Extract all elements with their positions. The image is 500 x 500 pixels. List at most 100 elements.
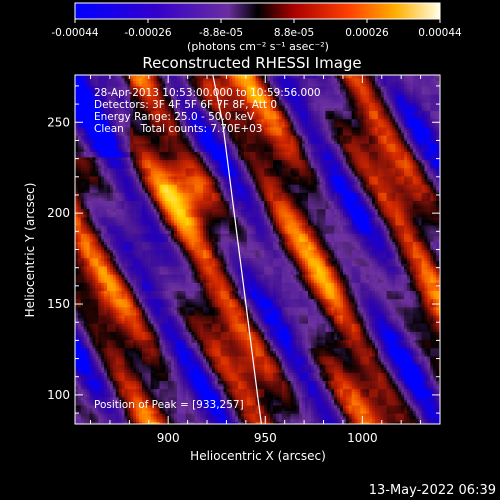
heatmap-cell	[92, 154, 96, 158]
heatmap-cell	[95, 274, 99, 278]
heatmap-cell	[109, 140, 114, 144]
heatmap-cell	[124, 214, 129, 218]
heatmap-cell	[101, 159, 105, 163]
heatmap-cell	[101, 265, 105, 270]
heatmap-cell	[89, 222, 94, 226]
heatmap-cell	[86, 407, 91, 411]
heatmap-cell	[115, 181, 120, 185]
heatmap-cell	[115, 274, 120, 278]
heatmap-cell	[112, 388, 117, 392]
heatmap-cell	[83, 361, 88, 365]
heatmap-cell	[83, 372, 88, 376]
heatmap-cell	[121, 254, 126, 259]
heatmap-cell	[121, 126, 126, 131]
heatmap-cell	[121, 110, 126, 114]
heatmap-cell	[101, 323, 105, 327]
heatmap-cell	[83, 164, 88, 169]
heatmap-cell	[112, 421, 117, 424]
heatmap-cell	[109, 214, 114, 218]
heatmap-cell	[109, 290, 114, 294]
heatmap-cell	[101, 91, 105, 95]
heatmap-cell	[115, 407, 120, 411]
heatmap-cell	[118, 364, 123, 368]
heatmap-cell	[95, 268, 99, 272]
heatmap-cell	[109, 219, 114, 223]
heatmap-cell	[121, 366, 126, 371]
heatmap-cell	[83, 344, 88, 349]
heatmap-cell	[109, 246, 114, 251]
heatmap-cell	[75, 391, 79, 395]
heatmap-cell	[77, 189, 82, 193]
heatmap-cell	[127, 230, 131, 234]
heatmap-cell	[121, 186, 126, 191]
heatmap-cell	[121, 205, 126, 210]
heatmap-cell	[107, 301, 111, 305]
heatmap-cell	[92, 309, 96, 313]
heatmap-cell	[83, 312, 88, 316]
heatmap-cell	[121, 137, 126, 142]
heatmap-cell	[83, 287, 88, 291]
heatmap-cell	[75, 284, 79, 289]
heatmap-cell	[75, 99, 79, 103]
heatmap-cell	[115, 282, 120, 286]
heatmap-cell	[80, 88, 85, 92]
heatmap-cell	[80, 265, 85, 270]
heatmap-cell	[109, 124, 114, 128]
heatmap-cell	[107, 290, 111, 294]
heatmap-cell	[107, 214, 111, 218]
heatmap-cell	[121, 83, 126, 87]
heatmap-cell	[124, 107, 129, 112]
heatmap-cell	[121, 143, 126, 147]
heatmap-cell	[127, 219, 131, 223]
heatmap-cell	[98, 344, 102, 349]
heatmap-cell	[80, 143, 85, 147]
heatmap-cell	[115, 137, 120, 142]
heatmap-cell	[127, 284, 131, 289]
heatmap-cell	[107, 129, 111, 133]
heatmap-cell	[118, 224, 123, 229]
heatmap-cell	[95, 320, 99, 324]
heatmap-cell	[107, 372, 111, 376]
heatmap-cell	[86, 83, 91, 87]
heatmap-cell	[86, 355, 91, 360]
heatmap-cell	[77, 407, 82, 411]
heatmap-cell	[112, 194, 117, 199]
heatmap-cell	[124, 306, 129, 311]
heatmap-cell	[77, 194, 82, 199]
heatmap-cell	[115, 336, 120, 341]
heatmap-cell	[86, 344, 91, 349]
heatmap-cell	[115, 173, 120, 177]
heatmap-cell	[124, 399, 129, 403]
heatmap-cell	[121, 404, 126, 409]
heatmap-cell	[101, 181, 105, 185]
heatmap-cell	[89, 388, 94, 392]
heatmap-cell	[86, 197, 91, 202]
heatmap-cell	[104, 380, 108, 384]
heatmap-cell	[98, 358, 102, 362]
heatmap-cell	[89, 145, 94, 150]
heatmap-cell	[109, 314, 114, 319]
heatmap-cell	[109, 137, 114, 142]
heatmap-cell	[109, 309, 114, 313]
heatmap-cell	[95, 175, 99, 180]
heatmap-cell	[118, 287, 123, 291]
heatmap-cell	[104, 336, 108, 341]
heatmap-cell	[92, 102, 96, 106]
heatmap-cell	[104, 306, 108, 311]
heatmap-cell	[83, 110, 88, 114]
heatmap-cell	[104, 227, 108, 232]
heatmap-cell	[104, 309, 108, 313]
heatmap-cell	[127, 121, 131, 125]
heatmap-cell	[92, 249, 96, 253]
heatmap-cell	[104, 353, 108, 357]
heatmap-cell	[83, 252, 88, 256]
heatmap-cell	[98, 126, 102, 131]
heatmap-cell	[107, 205, 111, 210]
heatmap-cell	[83, 154, 88, 158]
heatmap-cell	[80, 126, 85, 131]
heatmap-cell	[89, 301, 94, 305]
heatmap-cell	[92, 284, 96, 289]
heatmap-cell	[95, 309, 99, 313]
heatmap-cell	[104, 372, 108, 376]
heatmap-cell	[112, 328, 117, 332]
